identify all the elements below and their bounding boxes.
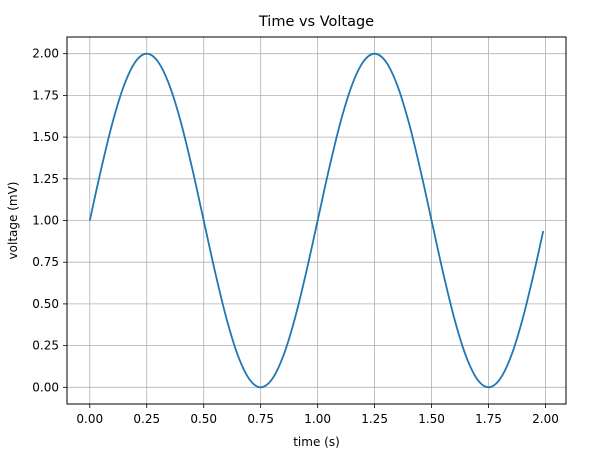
- x-tick-label: 0.75: [247, 412, 274, 426]
- y-tick-label: 1.00: [32, 214, 59, 228]
- chart-title: Time vs Voltage: [258, 14, 374, 30]
- y-tick-label: 0.00: [32, 380, 59, 394]
- y-tick-label: 0.50: [32, 297, 59, 311]
- x-tick-label: 1.25: [361, 412, 388, 426]
- x-tick-label: 0.00: [76, 412, 103, 426]
- voltage-series-line: [88, 52, 545, 389]
- y-axis-label: voltage (mV): [6, 182, 20, 260]
- y-tick-label: 0.75: [32, 255, 59, 269]
- x-tick-label: 1.50: [418, 412, 445, 426]
- x-tick-label: 0.50: [190, 412, 217, 426]
- y-tick-label: 2.00: [32, 47, 59, 61]
- x-tick-label: 1.00: [304, 412, 331, 426]
- x-ticks: 0.00 0.25 0.50 0.75 1.00 1.25 1.50 1.75 2.00: [76, 404, 559, 426]
- x-axis-label: time (s): [293, 435, 340, 449]
- y-tick-label: 0.25: [32, 339, 59, 353]
- y-tick-label: 1.75: [32, 88, 59, 102]
- x-tick-label: 1.75: [475, 412, 502, 426]
- y-tick-label: 1.50: [32, 130, 59, 144]
- y-ticks: 0.00 0.25 0.50 0.75 1.00 1.25 1.50 1.75 2.00: [32, 47, 67, 394]
- y-tick-label: 1.25: [32, 172, 59, 186]
- series-layer: [88, 52, 545, 389]
- x-tick-label: 2.00: [532, 412, 559, 426]
- x-tick-label: 0.25: [133, 412, 160, 426]
